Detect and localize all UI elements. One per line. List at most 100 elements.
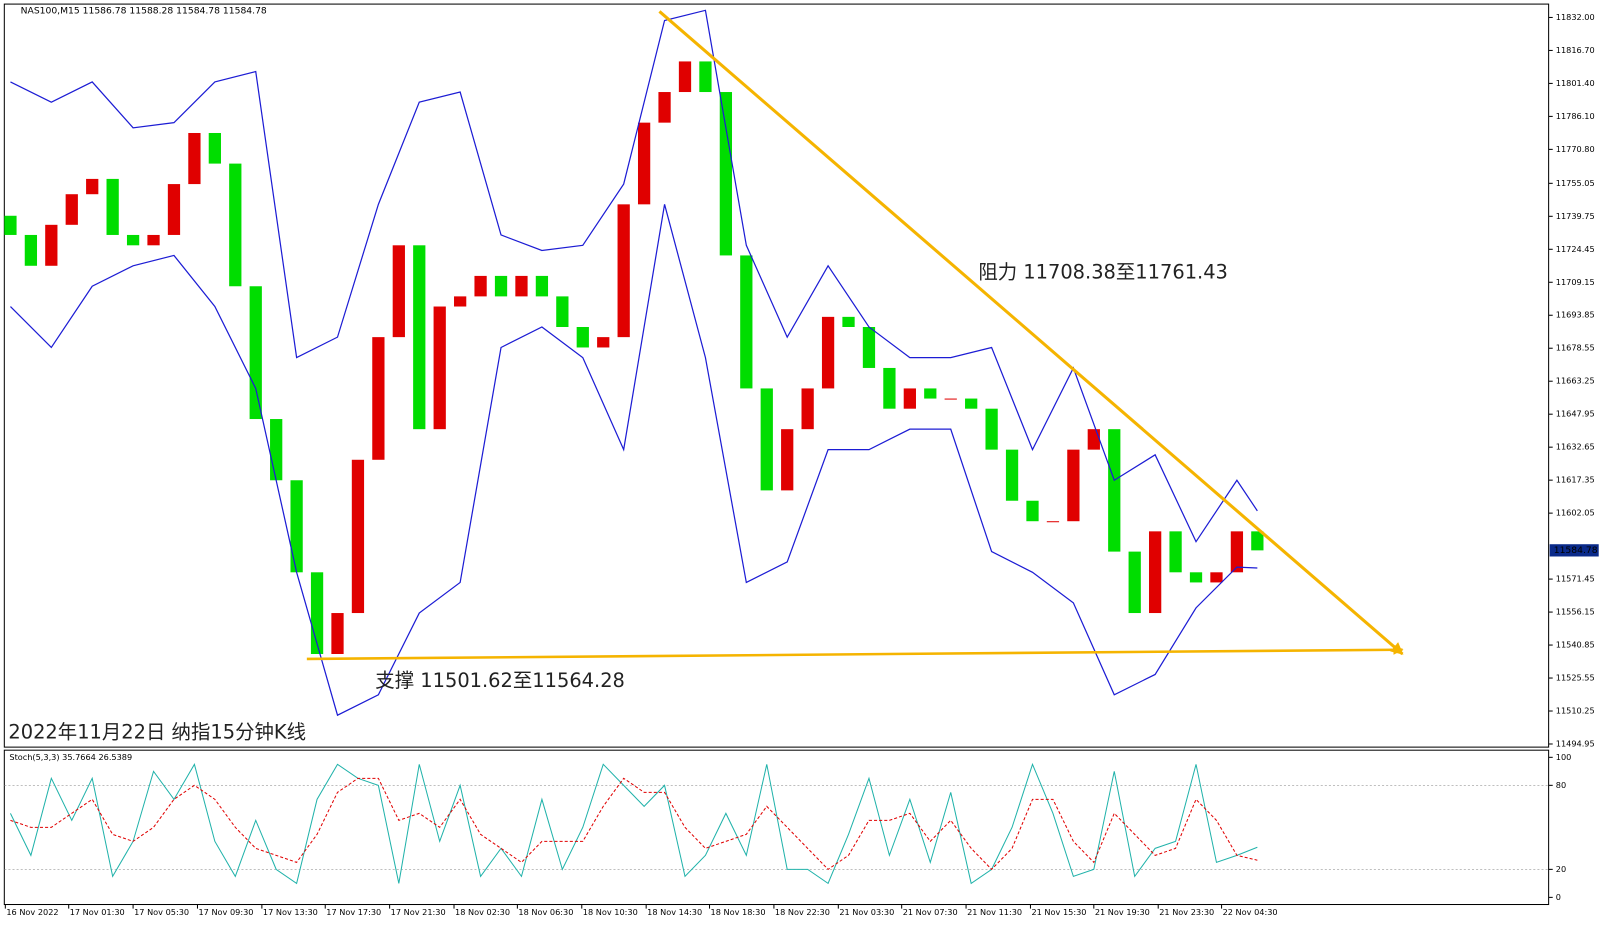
candle: [903, 388, 916, 409]
y-tick-label: 11770.80: [1556, 144, 1595, 154]
candle: [719, 92, 733, 256]
y-tick-label: 80: [1556, 780, 1566, 790]
x-tick-label: 21 Nov 19:30: [1095, 907, 1150, 917]
x-tick-label: 17 Nov 05:30: [134, 907, 189, 917]
y-tick-label: 11663.25: [1556, 376, 1595, 386]
candle: [433, 306, 446, 430]
candle: [24, 234, 38, 266]
candle: [576, 326, 589, 348]
candle: [862, 326, 876, 368]
candle: [167, 184, 181, 235]
y-tick-label: 11786.10: [1556, 111, 1595, 121]
candle: [1251, 531, 1264, 551]
x-tick-label: 18 Nov 18:30: [711, 907, 766, 917]
x-tick-label: 21 Nov 15:30: [1031, 907, 1086, 917]
candle: [1087, 429, 1100, 450]
x-tick-label: 17 Nov 21:30: [391, 907, 446, 917]
y-tick-label: 11724.45: [1556, 244, 1595, 254]
candle: [678, 61, 692, 93]
x-tick-label: 17 Nov 01:30: [70, 907, 125, 917]
y-tick-label: 100: [1556, 752, 1572, 762]
candle: [781, 429, 794, 491]
candle: [208, 132, 221, 164]
y-tick-label: 20: [1556, 864, 1566, 874]
stoch-line: [10, 777, 1258, 871]
candle: [617, 204, 630, 338]
y-tick-label: 11571.45: [1556, 574, 1595, 584]
candle: [944, 398, 957, 400]
candle: [556, 296, 569, 327]
candle: [658, 92, 671, 123]
x-tick-label: 22 Nov 04:30: [1223, 907, 1278, 917]
x-tick-label: 18 Nov 02:30: [455, 907, 510, 917]
candle: [474, 275, 487, 297]
main-panel: [3, 3, 1550, 748]
candle: [86, 178, 99, 195]
price-tag: [1549, 544, 1599, 557]
x-tick-label: 16 Nov 2022: [6, 907, 58, 917]
candle: [147, 234, 160, 246]
candle: [1230, 531, 1244, 573]
y-tick-label: 11556.15: [1556, 607, 1595, 617]
candle: [760, 388, 773, 491]
y-tick-label: 11525.55: [1556, 673, 1595, 683]
y-tick-label: 11540.85: [1556, 640, 1595, 650]
x-tick-label: 18 Nov 06:30: [518, 907, 573, 917]
candle: [413, 245, 426, 430]
trendline: [658, 10, 1404, 656]
candle: [65, 194, 78, 225]
candle: [821, 316, 835, 389]
y-tick-label: 11693.85: [1556, 310, 1595, 320]
candle: [740, 255, 753, 389]
candle: [637, 122, 651, 205]
annotation: 阻力 11708.38至11761.43: [978, 260, 1228, 283]
candle: [985, 408, 998, 450]
candle: [45, 224, 58, 266]
candle: [270, 419, 283, 481]
candle: [106, 178, 119, 235]
candle: [1149, 531, 1162, 614]
chart-footer: 2022年11月22日 纳指15分钟K线: [8, 720, 306, 743]
candle: [1067, 449, 1080, 522]
candle: [249, 286, 262, 420]
candle: [290, 480, 303, 573]
y-tick-label: 11755.05: [1556, 178, 1595, 188]
candle: [1169, 531, 1182, 573]
candle: [1005, 449, 1019, 501]
x-tick-label: 17 Nov 17:30: [326, 907, 381, 917]
x-tick-label: 21 Nov 03:30: [839, 907, 894, 917]
stoch-title: Stoch(5,3,3) 35.7664 26.5389: [9, 752, 132, 762]
candle: [515, 275, 528, 297]
y-tick-label: 11494.95: [1556, 738, 1595, 748]
candle: [965, 398, 978, 409]
candle: [924, 388, 937, 399]
trendline: [306, 644, 1404, 661]
y-tick-label: 11816.70: [1556, 45, 1595, 55]
candle: [1210, 572, 1223, 583]
candle: [454, 296, 467, 307]
x-tick-label: 21 Nov 23:30: [1159, 907, 1214, 917]
candle: [1108, 429, 1121, 552]
candle: [126, 234, 140, 246]
y-tick-label: 11678.55: [1556, 343, 1595, 353]
x-tick-label: 21 Nov 07:30: [903, 907, 958, 917]
bollinger-band: [10, 204, 1258, 717]
stoch-line: [9, 762, 1258, 885]
candle: [331, 613, 344, 654]
y-tick-label: 11739.75: [1556, 211, 1595, 221]
x-tick-label: 17 Nov 09:30: [199, 907, 254, 917]
bollinger-band: [10, 9, 1258, 543]
candle: [1046, 521, 1060, 523]
y-tick-label: 11602.05: [1556, 508, 1595, 518]
x-tick-label: 18 Nov 22:30: [775, 907, 830, 917]
candle: [597, 337, 610, 348]
candle: [1189, 572, 1203, 583]
candle: [535, 275, 549, 297]
x-tick-label: 18 Nov 10:30: [583, 907, 638, 917]
annotation: 支撑 11501.62至11564.28: [375, 669, 625, 692]
candle: [351, 459, 365, 614]
stoch-panel: [3, 749, 1550, 906]
y-tick-label: 11647.95: [1556, 409, 1595, 419]
x-tick-label: 17 Nov 13:30: [263, 907, 318, 917]
